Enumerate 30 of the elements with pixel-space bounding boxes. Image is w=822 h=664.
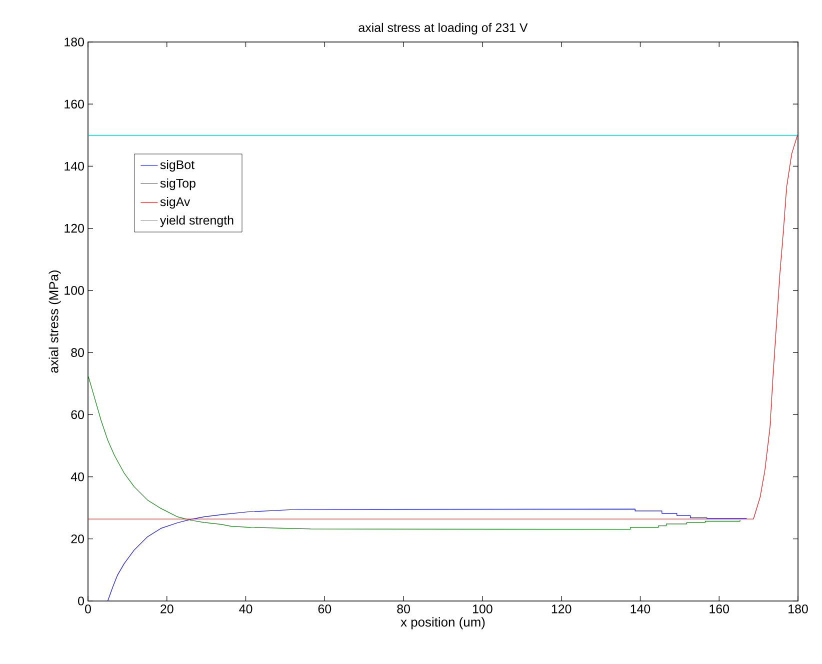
line-series: [88, 133, 798, 520]
x-tick-label: 160: [710, 604, 730, 614]
line-series: [88, 374, 740, 530]
x-tick-label: 80: [397, 604, 410, 614]
y-tick-label: 120: [64, 224, 84, 233]
y-tick-label: 100: [64, 286, 84, 295]
y-tick-label: 160: [64, 100, 84, 109]
chart-title: axial stress at loading of 231 V: [358, 22, 528, 34]
x-axis-title: x position (um): [400, 617, 485, 630]
legend-label: yield strength: [160, 215, 234, 228]
legend-label: sigAv: [160, 196, 190, 209]
line-series: [107, 508, 748, 601]
y-axis-title: axial stress (MPa): [48, 270, 61, 373]
legend-label: sigBot: [160, 160, 194, 172]
y-tick-label: 180: [64, 38, 84, 46]
x-tick-label: 0: [85, 604, 91, 614]
y-tick-label: 60: [71, 410, 84, 420]
x-tick-label: 120: [552, 604, 572, 614]
y-tick-label: 40: [70, 472, 84, 482]
y-tick-label: 140: [64, 162, 84, 171]
x-tick-label: 140: [630, 604, 650, 614]
x-tick-label: 60: [318, 604, 332, 614]
x-tick-label: 100: [473, 604, 492, 614]
x-tick-label: 40: [239, 604, 252, 614]
y-tick-label: 20: [71, 534, 84, 544]
x-tick-label: 20: [160, 604, 174, 614]
y-tick-label: 0: [78, 596, 84, 606]
x-tick-label: 180: [788, 604, 808, 614]
y-tick-label: 80: [71, 348, 84, 357]
legend-label: sigTop: [160, 178, 196, 190]
